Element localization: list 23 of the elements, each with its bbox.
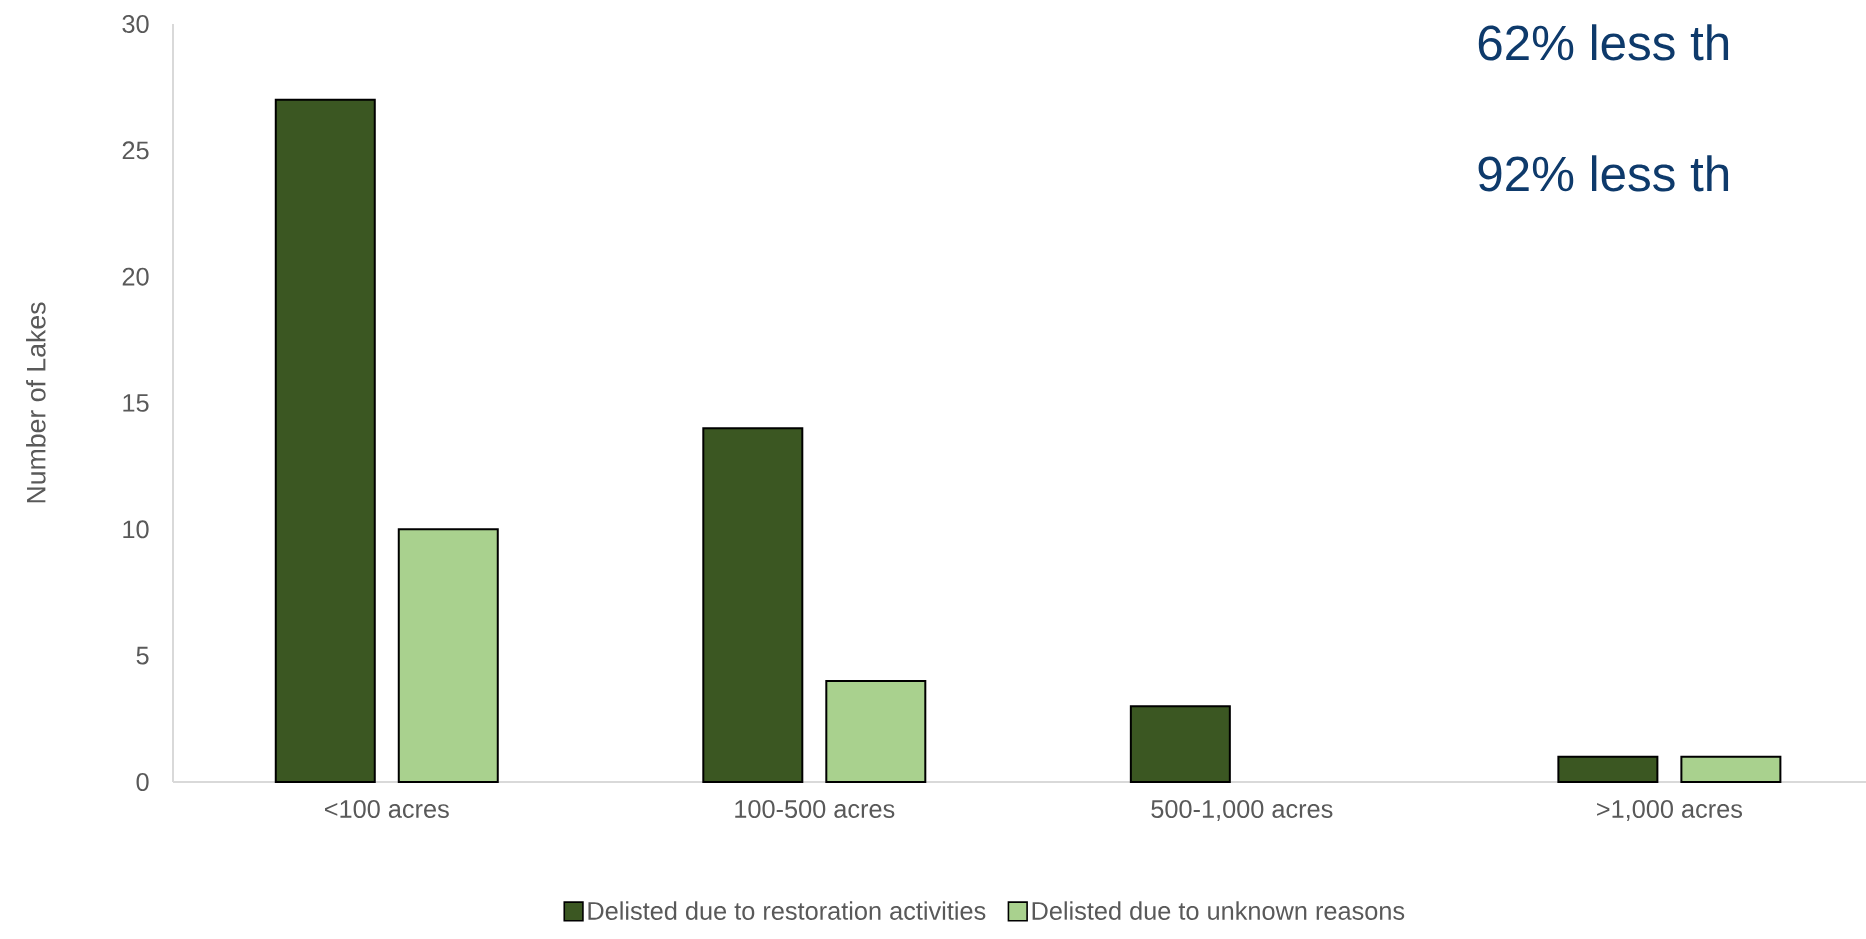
x-tick-label: 100-500 acres xyxy=(735,800,895,818)
y-tick-label: 25 xyxy=(122,141,149,160)
x-tick-label: >1,000 acres xyxy=(1597,800,1743,821)
y-tick-label: 30 xyxy=(122,15,149,33)
legend-label: Delisted due to unknown reasons xyxy=(1032,901,1405,920)
bar xyxy=(702,427,804,783)
annotation: 92% less th xyxy=(1478,155,1729,192)
x-tick-label: 500-1,000 acres xyxy=(1151,800,1333,821)
bar xyxy=(1680,755,1782,783)
bar xyxy=(1557,755,1659,783)
y-tick-label: 0 xyxy=(136,773,149,791)
y-tick-label: 5 xyxy=(136,646,149,665)
x-tick-label: <100 acres xyxy=(325,800,449,818)
bar xyxy=(1129,705,1231,783)
annotation: 62% less th xyxy=(1478,24,1729,61)
y-tick-label: 15 xyxy=(123,394,149,412)
y-tick-label: 20 xyxy=(122,267,149,286)
bar xyxy=(274,98,376,783)
bar xyxy=(397,528,499,783)
bar xyxy=(825,679,927,783)
y-tick-label: 10 xyxy=(123,520,149,539)
y-axis-title: Number of Lakes xyxy=(26,302,46,503)
legend-label: Delisted due to restoration activities xyxy=(588,901,986,920)
